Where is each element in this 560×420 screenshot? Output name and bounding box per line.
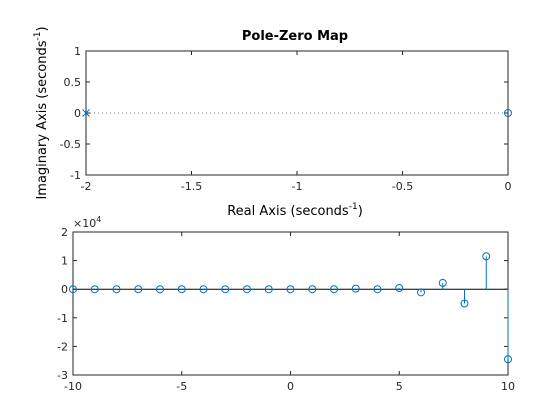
stem-marker <box>286 285 295 294</box>
stem-xtick-label: -5 <box>176 380 187 393</box>
stem-xtick-label: 0 <box>287 380 294 393</box>
pole-zero-ylabel: Imaginary Axis (seconds-1) <box>33 26 50 199</box>
pole-zero-xtick-label: -2 <box>81 180 92 193</box>
pole-zero-xlabel: Real Axis (seconds-1) <box>227 202 363 219</box>
stem-marker <box>460 299 469 308</box>
stem-marker <box>308 285 317 294</box>
stem-ytick-label: 0 <box>61 283 68 296</box>
pole-marker <box>82 109 90 117</box>
pole-zero-plot-area: -2 -1.5 -1 -0.5 0 -1 -0.5 0 0.5 1 <box>60 45 512 193</box>
stem-ytick-label: -3 <box>57 369 68 382</box>
zero-marker <box>504 109 512 117</box>
stem-marker <box>243 285 251 294</box>
stem-marker <box>264 285 273 294</box>
pole-marker-stroke <box>82 109 90 117</box>
stem-marker <box>504 355 512 364</box>
stem-marker <box>330 285 338 294</box>
pole-zero-ytick-label: -0.5 <box>60 138 81 151</box>
pole-zero-title: Pole-Zero Map <box>242 29 348 44</box>
stem-marker <box>482 252 491 261</box>
pole-zero-xtick-label: -1 <box>292 180 303 193</box>
stem-ytick-label: 2 <box>61 226 68 239</box>
pole-zero-xtick-label: -1.5 <box>181 180 202 193</box>
stem-ytick-label: -1 <box>57 312 68 325</box>
stem-xtick-label: 10 <box>501 380 515 393</box>
stem-marker <box>373 285 382 294</box>
stem-exponent-label: ×104 <box>73 215 101 230</box>
stem-marker <box>351 284 360 293</box>
stem-marker <box>199 285 208 294</box>
stem-marker <box>177 285 186 294</box>
stem-ytick-label: -2 <box>57 340 68 353</box>
stem-xtick-label: 5 <box>396 380 403 393</box>
stem-marker <box>90 285 99 294</box>
pole-zero-map-axes: Pole-Zero Map -2 -1.5 -1 -0.5 0 -1 -0.5 0 0.5 1 R… <box>33 26 512 219</box>
stem-marker <box>221 285 230 294</box>
stem-marker <box>134 285 143 294</box>
pole-zero-ytick-label: 1 <box>74 45 81 58</box>
stem-marker <box>69 285 77 294</box>
stem-marker <box>112 285 121 294</box>
stem-marker <box>156 285 164 294</box>
pole-zero-ytick-label: 0 <box>74 107 81 120</box>
stem-marker <box>395 284 404 293</box>
pole-zero-xtick-label: -0.5 <box>392 180 413 193</box>
pole-zero-xtick-label: 0 <box>505 180 512 193</box>
pole-zero-ytick-label: -1 <box>70 169 81 182</box>
stem-ytick-label: 1 <box>61 255 68 268</box>
stem-marker <box>438 278 447 287</box>
pole-zero-ytick-label: 0.5 <box>64 76 82 89</box>
stem-xtick-label: -10 <box>64 380 82 393</box>
stem-marker <box>417 288 425 297</box>
